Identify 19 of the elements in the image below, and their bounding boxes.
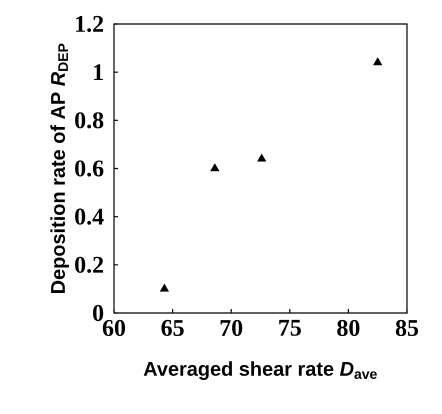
x-tick-label: 75 bbox=[279, 320, 301, 336]
y-tick-label: 1 bbox=[94, 64, 103, 80]
point bbox=[373, 57, 382, 66]
x-tick-label: 85 bbox=[396, 320, 418, 336]
y-tick-label: 0.8 bbox=[75, 112, 104, 128]
y-tick-label: 0.6 bbox=[75, 160, 104, 177]
x-tick-label: 70 bbox=[220, 320, 242, 336]
x-tick-label: 65 bbox=[161, 320, 184, 336]
y-tick-label: 0 bbox=[93, 304, 104, 322]
y-tick-label: 0.2 bbox=[75, 256, 104, 273]
x-tick-label: 60 bbox=[102, 320, 126, 336]
point bbox=[160, 284, 169, 292]
y-axis-title: Deposition rate of AP R$_{DEP}$ bbox=[50, 44, 69, 294]
y-tick-label: 0.4 bbox=[75, 208, 104, 225]
x-axis-title: Averaged shear rate D$_{ave}$ bbox=[144, 361, 377, 380]
point bbox=[257, 154, 266, 162]
y-tick-label: 1.2 bbox=[76, 16, 104, 32]
point bbox=[210, 163, 220, 172]
x-tick-label: 80 bbox=[337, 320, 360, 336]
